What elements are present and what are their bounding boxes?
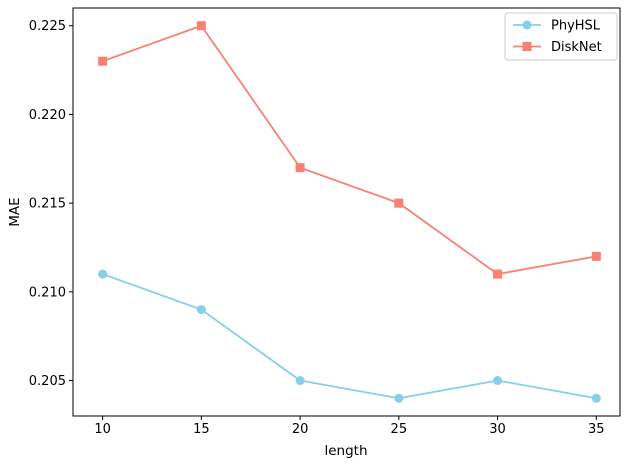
series-disknet: [98, 21, 601, 279]
x-axis: 10 15 20 25 30 35: [94, 416, 605, 437]
x-tick-label: 30: [489, 422, 506, 437]
x-tick-label: 15: [193, 422, 210, 437]
legend: PhyHSL DiskNet: [504, 12, 618, 61]
legend-label: PhyHSL: [551, 19, 601, 34]
x-axis-label: length: [324, 443, 368, 459]
y-axis: 0.205 0.210 0.215 0.220 0.225: [29, 19, 73, 389]
legend-label: DiskNet: [551, 40, 602, 55]
x-tick-label: 10: [94, 422, 111, 437]
x-tick-label: 35: [588, 422, 605, 437]
plot-border: [72, 7, 621, 417]
y-tick-label: 0.205: [29, 374, 66, 389]
y-tick-label: 0.215: [29, 197, 66, 212]
x-tick-label: 20: [292, 422, 309, 437]
y-axis-label: MAE: [7, 197, 23, 227]
series-phyhsl: [98, 269, 601, 403]
y-tick-label: 0.210: [29, 285, 66, 300]
y-tick-label: 0.220: [29, 108, 66, 123]
x-tick-label: 25: [391, 422, 408, 437]
y-tick-label: 0.225: [29, 19, 66, 34]
